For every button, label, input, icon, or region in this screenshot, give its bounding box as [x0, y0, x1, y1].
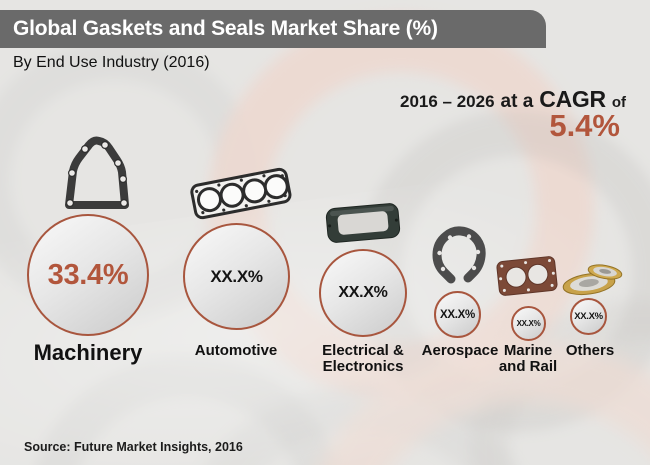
- source-note: Source: Future Market Insights, 2016: [24, 440, 243, 454]
- electrical-label-line1: Electrical &: [322, 342, 404, 359]
- aerospace-share-value: XX.X%: [440, 308, 475, 321]
- others-label-text: Others: [565, 342, 615, 359]
- cagr-period: 2016 – 2026: [400, 92, 495, 111]
- others-share-value: XX.X%: [574, 311, 603, 322]
- cagr-connector: at a: [500, 91, 534, 112]
- engine-block-gasket-icon: [496, 256, 558, 296]
- electrical-label-line2: Electronics: [322, 358, 404, 376]
- marine-share-circle: XX.X%: [511, 306, 546, 341]
- automotive-share-value: XX.X%: [210, 266, 263, 286]
- machinery-share-value: 33.4%: [47, 258, 129, 291]
- machinery-gasket-icon: [65, 136, 129, 209]
- machinery-label-text: Machinery: [33, 340, 143, 365]
- cylinder-head-gasket-icon: [190, 167, 292, 220]
- aerospace-share-circle: XX.X%: [434, 291, 481, 338]
- cagr-suffix: of: [611, 94, 626, 111]
- electrical-share-value: XX.X%: [338, 284, 388, 301]
- rectangular-gasket-icon: [325, 203, 401, 243]
- marine-label-line2: and Rail: [498, 358, 558, 376]
- cagr-value: 5.4%: [549, 108, 620, 143]
- automotive-label: Automotive: [176, 342, 296, 359]
- page-subtitle: By End Use Industry (2016): [13, 54, 210, 71]
- marine-share-value: XX.X%: [516, 319, 541, 328]
- background-oring-shape: [470, 300, 650, 465]
- automotive-label-text: Automotive: [194, 342, 278, 359]
- others-share-circle: XX.X%: [570, 298, 607, 335]
- spiral-wound-gasket-icon: [562, 264, 623, 296]
- title-bar: Global Gaskets and Seals Market Share (%…: [0, 10, 546, 48]
- electrical-share-circle: XX.X%: [319, 249, 407, 337]
- others-label: Others: [530, 342, 650, 359]
- automotive-share-circle: XX.X%: [183, 223, 290, 330]
- c-ring-gasket-icon: [432, 226, 486, 284]
- machinery-share-circle: 33.4%: [27, 214, 149, 336]
- machinery-label: Machinery: [8, 341, 168, 365]
- page-title: Global Gaskets and Seals Market Share (%…: [13, 17, 438, 40]
